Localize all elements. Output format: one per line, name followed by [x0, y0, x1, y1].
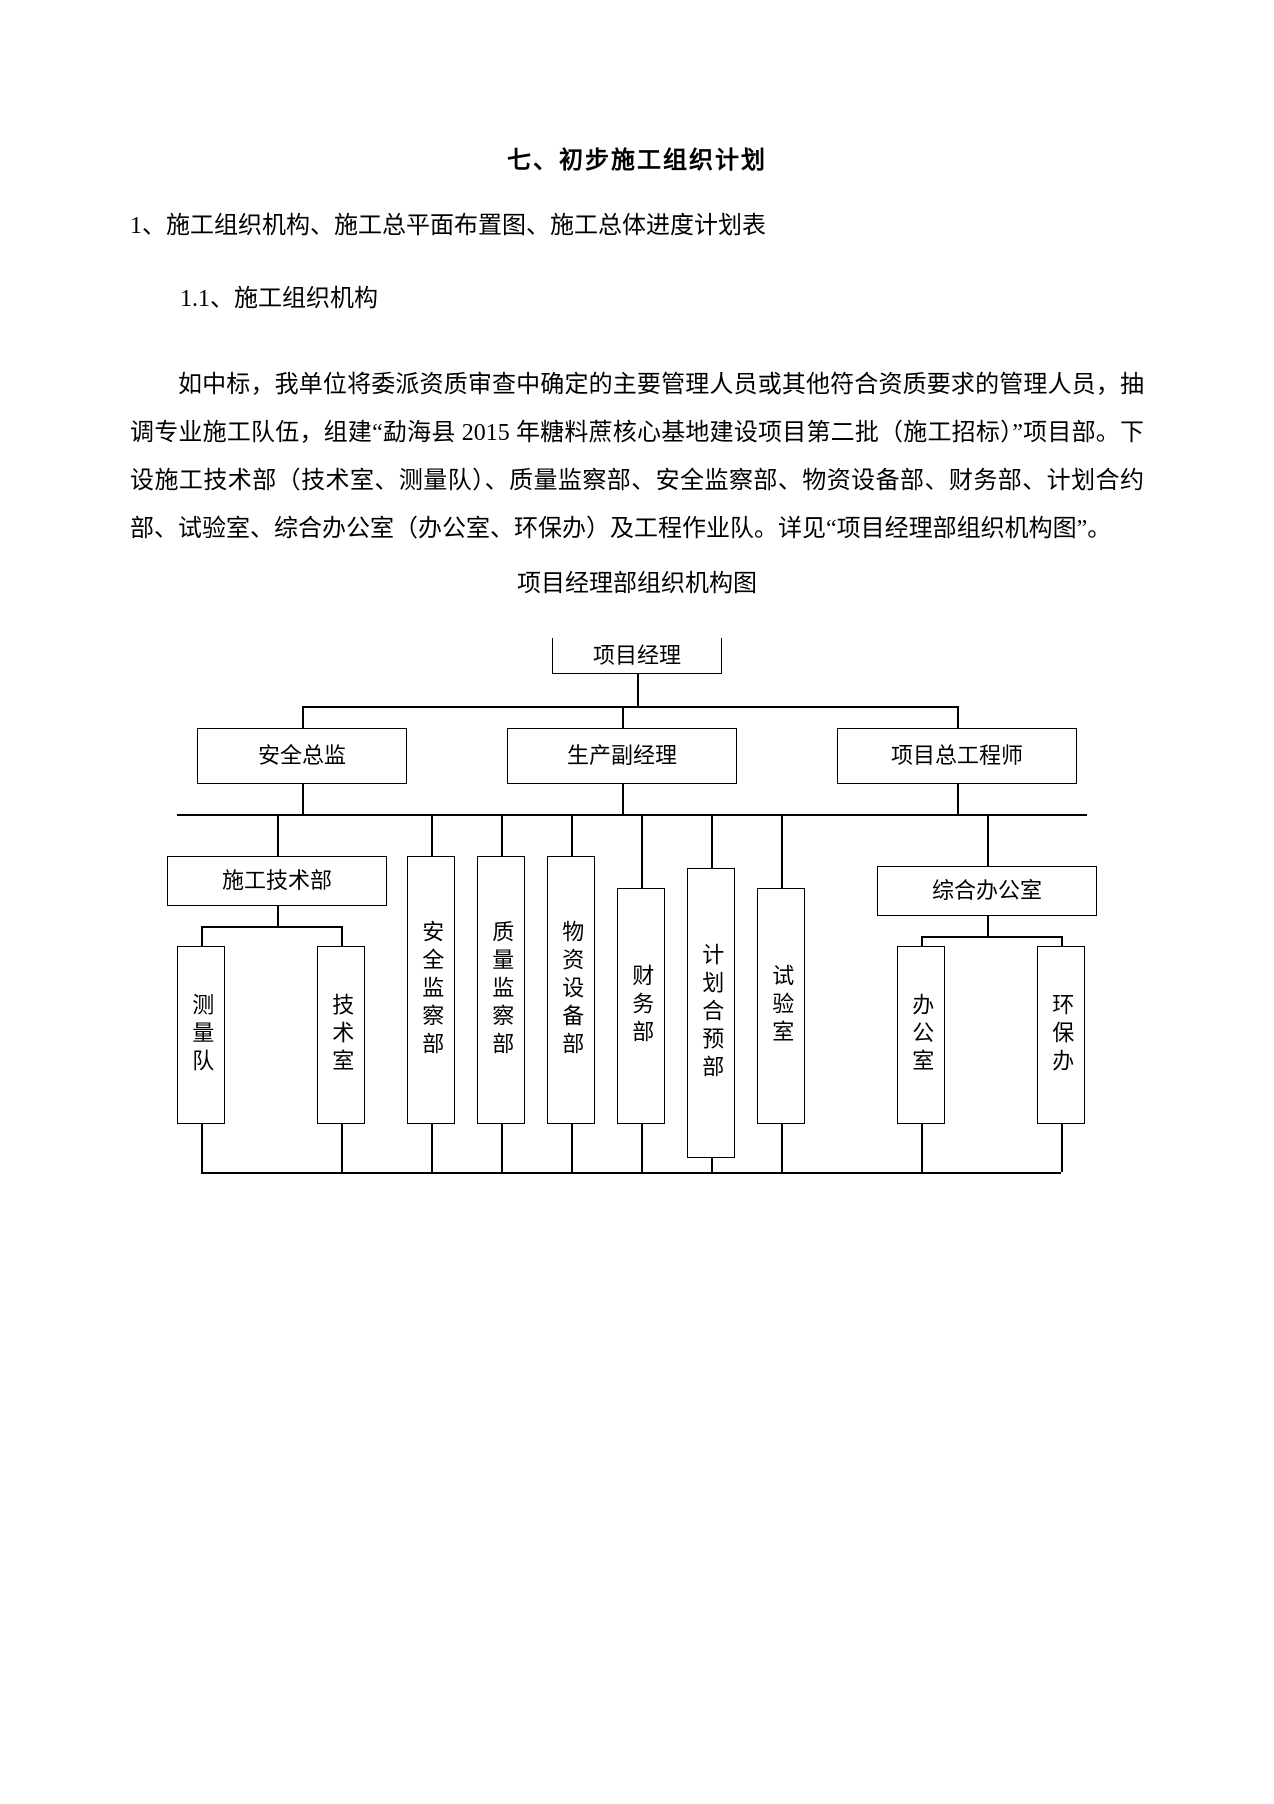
org-chart: 项目经理安全总监 生产副经理 项目总工程师施工技术部 综合办公室测量队 技术室安全监察部…: [137, 638, 1137, 1198]
org-node-leaf_material: 物资设备部: [547, 856, 595, 1124]
org-connector-b_troom: [341, 1124, 343, 1172]
org-connector-l1_to_prod: [622, 706, 624, 728]
org-connector-b_env: [1061, 1124, 1063, 1172]
org-connector-tech_bar: [201, 926, 341, 928]
org-connector-d_lab: [781, 814, 783, 888]
org-node-leaf_safesup: 安全监察部: [407, 856, 455, 1124]
doc-title: 七、初步施工组织计划: [130, 140, 1144, 175]
org-connector-tech_l: [201, 926, 203, 946]
org-connector-d_mat: [571, 814, 573, 856]
org-connector-bottom_bar: [201, 1172, 1061, 1174]
org-connector-off_bar: [921, 936, 1061, 938]
org-connector-tech_r: [341, 926, 343, 946]
org-connector-l1_to_safety: [302, 706, 304, 728]
org-chart-title: 项目经理部组织机构图: [130, 563, 1144, 598]
org-node-l3_office_grp: 综合办公室: [877, 866, 1097, 916]
org-connector-l2_bar: [177, 814, 1087, 816]
org-connector-b_mat: [571, 1124, 573, 1172]
org-connector-root_down: [637, 674, 639, 706]
org-node-l2_safety: 安全总监: [197, 728, 407, 784]
org-connector-b_plan: [711, 1158, 713, 1172]
org-connector-l1_bar: [302, 706, 957, 708]
org-connector-l2_down_eng: [957, 784, 959, 814]
org-connector-b_meas: [201, 1124, 203, 1172]
org-connector-b_safe: [431, 1124, 433, 1172]
org-node-leaf_measure: 测量队: [177, 946, 225, 1124]
section-1-heading: 1、施工组织机构、施工总平面布置图、施工总体进度计划表: [130, 205, 1144, 248]
org-node-l2_eng: 项目总工程师: [837, 728, 1077, 784]
org-connector-l2_down_safety: [302, 784, 304, 814]
org-node-l2_prod: 生产副经理: [507, 728, 737, 784]
org-node-leaf_office: 办公室: [897, 946, 945, 1124]
org-node-leaf_plan: 计划合预部: [687, 868, 735, 1158]
org-node-l3_tech_grp: 施工技术部: [167, 856, 387, 906]
org-connector-b_qual: [501, 1124, 503, 1172]
org-connector-d_plan: [711, 814, 713, 868]
org-connector-l2_down_prod: [622, 784, 624, 814]
org-connector-d_fin: [641, 814, 643, 888]
org-node-leaf_lab: 试验室: [757, 888, 805, 1124]
org-node-leaf_env: 环保办: [1037, 946, 1085, 1124]
org-connector-b_lab: [781, 1124, 783, 1172]
org-connector-b_off: [921, 1124, 923, 1172]
org-node-leaf_finance: 财务部: [617, 888, 665, 1124]
org-connector-d_office: [987, 814, 989, 866]
paragraph-intro: 如中标，我单位将委派资质审查中确定的主要管理人员或其他符合资质要求的管理人员，抽…: [130, 361, 1144, 553]
org-connector-off_r: [1061, 936, 1063, 946]
org-node-root: 项目经理: [552, 638, 722, 674]
org-connector-d_qual: [501, 814, 503, 856]
org-connector-d_safe: [431, 814, 433, 856]
org-node-leaf_techroom: 技术室: [317, 946, 365, 1124]
org-connector-tech_down: [277, 906, 279, 926]
org-connector-off_l: [921, 936, 923, 946]
org-connector-d_tech: [277, 814, 279, 856]
org-connector-b_fin: [641, 1124, 643, 1172]
org-connector-l1_to_eng: [957, 706, 959, 728]
org-node-leaf_qualsup: 质量监察部: [477, 856, 525, 1124]
subsection-1-1: 1.1、施工组织机构: [180, 278, 1144, 321]
org-connector-off_down: [987, 916, 989, 936]
